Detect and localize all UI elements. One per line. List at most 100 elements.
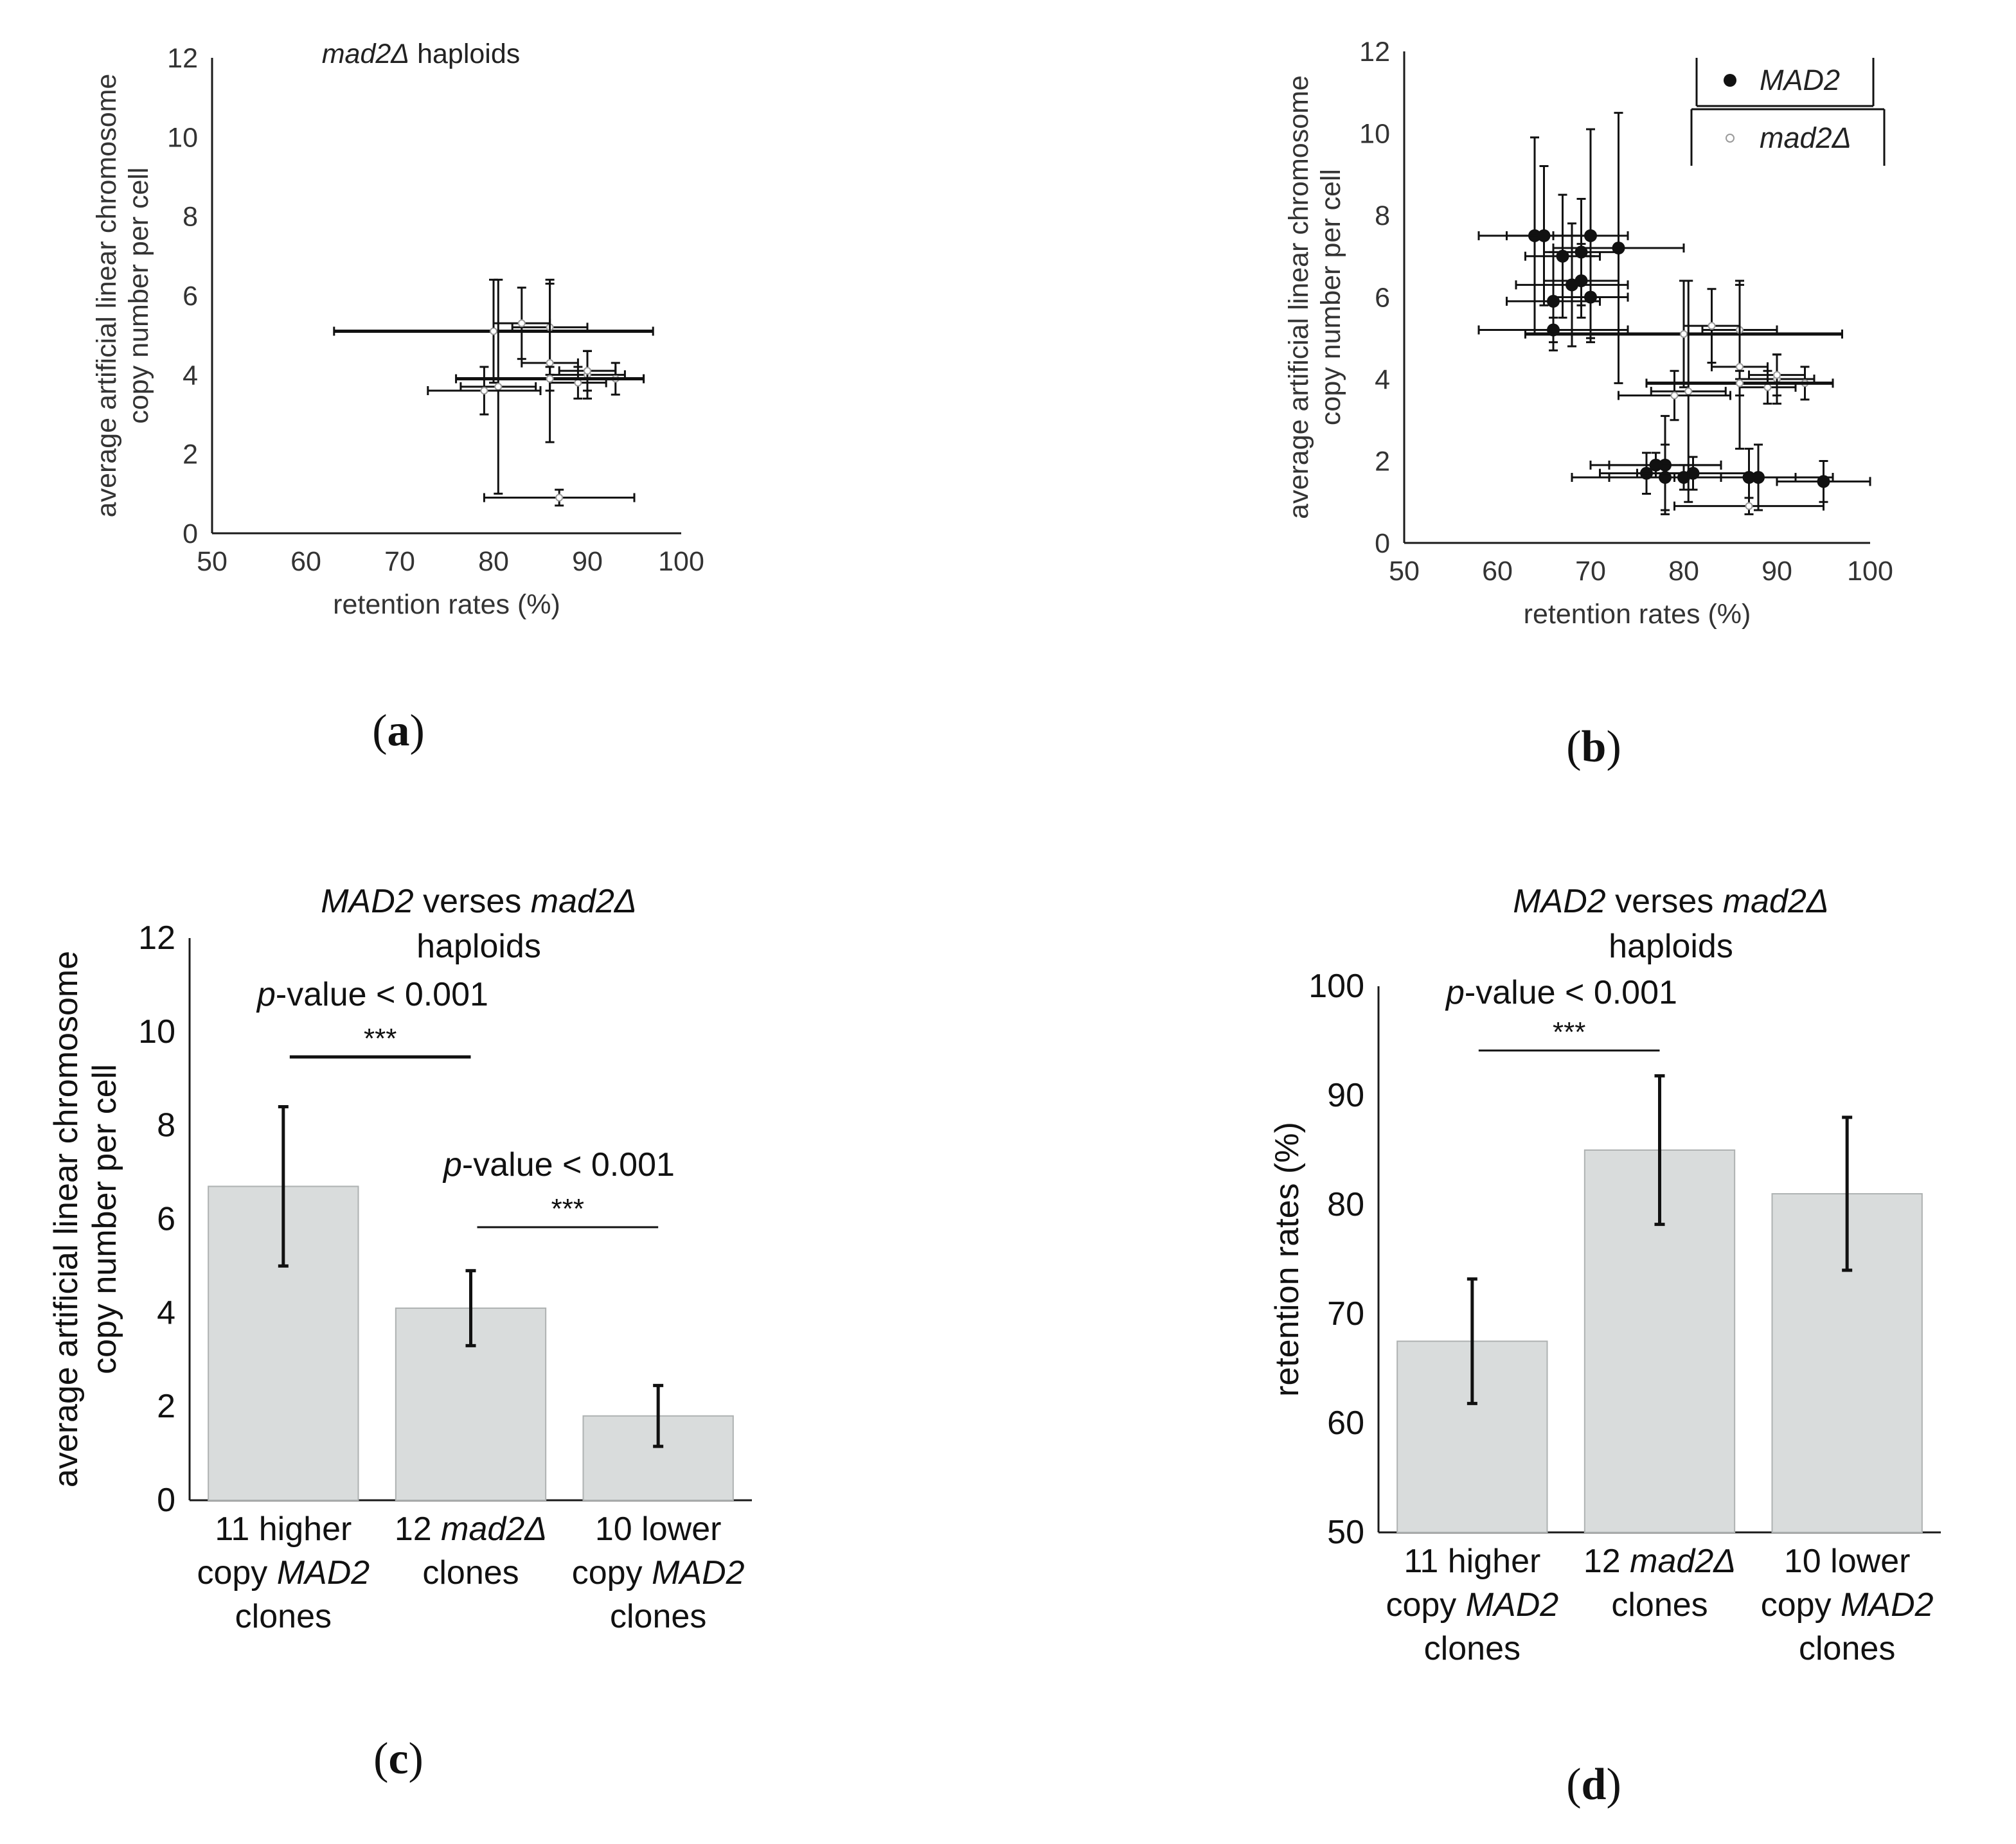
p-value-label: p-value < 0.001 <box>1445 974 1677 1011</box>
x-category-label-line3: clones <box>610 1598 706 1635</box>
x-category-label-line1-part-0: 12 <box>395 1511 441 1548</box>
x-category-label-line2: copy MAD2 <box>1761 1586 1934 1624</box>
p-value-label-part-1: -value < 0.001 <box>462 1146 675 1184</box>
legend-label-mad2delta: mad2Δ <box>1760 121 1851 154</box>
p-value-label: p-value < 0.001 <box>442 1146 675 1184</box>
panel-label-paren: ) <box>409 1734 424 1784</box>
y-axis-label-line1: average artificial linear chromosome <box>1283 75 1314 519</box>
y-tick-label: 10 <box>1359 119 1390 150</box>
x-category-label-line1: 11 higher <box>1404 1543 1540 1580</box>
y-tick-label: 4 <box>1375 364 1390 395</box>
panel-label-paren: ( <box>373 1734 388 1784</box>
x-tick-label: 50 <box>197 546 227 577</box>
data-point-mad2delta <box>574 378 582 387</box>
x-tick-label: 100 <box>1847 556 1893 587</box>
y-tick-label: 0 <box>183 519 198 549</box>
x-category-label-line2-part-0: copy <box>572 1554 652 1591</box>
panel-d-bar-chart: 50 60 70 80 90 100 11 higher copy MAD2 clones 12 … <box>1269 883 1941 1809</box>
y-tick-label: 50 <box>1327 1514 1364 1551</box>
y-tick-label: 70 <box>1327 1295 1364 1333</box>
panel-label-paren: ) <box>410 706 425 756</box>
y-tick-label: 10 <box>138 1013 175 1051</box>
data-point-mad2delta <box>1745 502 1753 510</box>
y-tick-label: 0 <box>157 1482 175 1519</box>
y-tick-label: 2 <box>1375 447 1390 477</box>
y-axis-label-line2: copy number per cell <box>123 167 154 423</box>
x-category-label-line3: clones <box>235 1598 332 1635</box>
data-point <box>521 283 579 443</box>
data-point-mad2delta <box>1670 391 1679 400</box>
legend-label-mad2: MAD2 <box>1760 64 1840 96</box>
data-point-mad2 <box>1574 274 1588 287</box>
data-point <box>483 488 636 507</box>
x-category-label-line1: 12 mad2Δ <box>1583 1543 1736 1580</box>
data-point <box>1645 369 1834 396</box>
chart-title: mad2Δ haploids <box>322 39 521 69</box>
chart-title-line1: MAD2 verses mad2Δ <box>1513 883 1829 920</box>
chart-title-line2: haploids <box>1609 928 1733 965</box>
data-point <box>1650 279 1727 503</box>
x-category-label-line2: clones <box>1611 1586 1708 1624</box>
data-point <box>333 278 654 384</box>
data-point-mad2delta <box>517 319 526 328</box>
panel-label-b: (b) <box>1566 722 1621 772</box>
y-tick-label: 60 <box>1327 1405 1364 1442</box>
x-category-label-line2: copy MAD2 <box>197 1554 370 1591</box>
data-point <box>558 350 617 392</box>
panel-label-letter: d <box>1582 1760 1607 1809</box>
data-point <box>427 366 542 416</box>
data-point-mad2delta <box>555 493 564 502</box>
x-tick-label: 50 <box>1389 556 1420 587</box>
x-category-label-line2-part-1: MAD2 <box>1466 1586 1559 1624</box>
y-tick-label: 12 <box>1359 37 1390 67</box>
data-point-mad2delta <box>490 327 497 335</box>
data-point <box>1552 255 1629 339</box>
chart-title-line1-part-1: verses <box>1606 883 1723 920</box>
data-point-mad2 <box>1537 229 1551 242</box>
y-tick-label: 4 <box>157 1294 175 1331</box>
legend-marker-mad2 <box>1724 74 1736 87</box>
x-tick-label: 80 <box>1668 556 1699 587</box>
data-point-mad2delta <box>1708 322 1716 330</box>
significance-stars: *** <box>364 1023 397 1054</box>
data-point-mad2delta <box>494 382 503 391</box>
x-category-label-line3: clones <box>1799 1630 1895 1667</box>
data-point <box>1506 251 1601 351</box>
data-point-mad2delta <box>1773 371 1781 379</box>
x-category-label-line3: clones <box>1424 1630 1521 1667</box>
p-value-label-part-1: -value < 0.001 <box>1465 974 1677 1011</box>
x-category-label-line2: clones <box>422 1554 519 1591</box>
p-value-label-part-0: p <box>1445 974 1465 1011</box>
x-category-label-line1-part-1: mad2Δ <box>1630 1543 1736 1580</box>
x-axis-label: retention rates (%) <box>333 589 560 620</box>
chart-title-line1-part-1: verses <box>414 883 531 920</box>
y-tick-label: 12 <box>138 919 175 957</box>
x-category-label-line2: copy MAD2 <box>572 1554 745 1591</box>
panel-label-letter: b <box>1582 722 1607 772</box>
y-tick-label: 6 <box>157 1201 175 1238</box>
x-category-label-line2-part-0: copy <box>1386 1586 1465 1624</box>
y-tick-label: 0 <box>1375 528 1390 559</box>
chart-title-part-1: haploids <box>409 39 520 69</box>
data-point <box>455 366 645 392</box>
panel-a-scatter: 50 60 70 80 90 100 0 2 4 6 8 10 12 retention rates (%… <box>91 39 704 756</box>
data-point-mad2delta <box>584 367 591 375</box>
data-point <box>1618 369 1731 421</box>
x-axis-label: retention rates (%) <box>1524 599 1751 630</box>
y-tick-label: 6 <box>1375 283 1390 314</box>
p-value-label-part-1: -value < 0.001 <box>276 976 488 1013</box>
x-category-label-line1-part-1: mad2Δ <box>441 1511 547 1548</box>
y-tick-label: 6 <box>183 281 198 312</box>
panel-b-scatter: 50 60 70 80 90 100 0 2 4 6 8 10 12 retention rates (%… <box>1283 37 1893 772</box>
bar <box>582 1415 734 1501</box>
panel-label-letter: c <box>388 1734 408 1784</box>
x-category-label-line1: 10 lower <box>1784 1543 1911 1580</box>
y-tick-label: 90 <box>1327 1077 1364 1114</box>
y-tick-label: 8 <box>183 202 198 233</box>
chart-title-line1-part-0: MAD2 <box>321 883 414 920</box>
panel-label-paren: ( <box>1566 1760 1581 1809</box>
chart-title-line1-part-0: MAD2 <box>1513 883 1606 920</box>
chart-title-line1-part-2: mad2Δ <box>531 883 637 920</box>
data-point-mad2 <box>1547 294 1560 308</box>
x-tick-label: 60 <box>290 546 321 577</box>
